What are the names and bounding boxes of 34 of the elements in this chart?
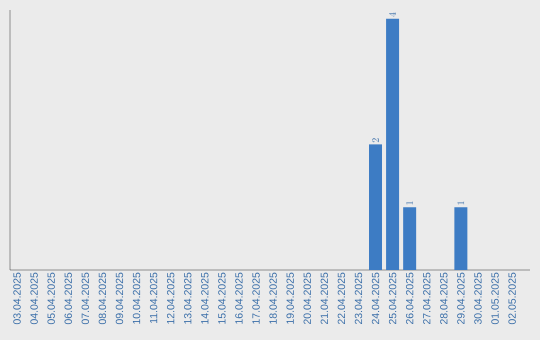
x-tick-label: 24.04.2025	[372, 272, 380, 324]
x-tick-label: 23.04.2025	[354, 272, 362, 324]
x-tick-label: 22.04.2025	[338, 272, 346, 324]
x-tick-label: 18.04.2025	[269, 272, 277, 324]
x-tick-label: 01.05.2025	[491, 272, 499, 324]
x-tick-label: 10.04.2025	[132, 272, 140, 324]
x-tick-label: 20.04.2025	[304, 272, 311, 324]
x-tick-label: 08.04.2025	[98, 272, 106, 324]
x-tick-label: 05.04.2025	[47, 272, 55, 324]
x-tick-label: 15.04.2025	[218, 272, 226, 324]
x-tick-label: 09.04.2025	[116, 272, 124, 324]
x-tick-label: 17.04.2025	[252, 272, 260, 324]
data-label: 4	[389, 12, 396, 17]
x-tick-label: 04.04.2025	[30, 272, 38, 324]
x-tick-label: 25.04.2025	[388, 272, 396, 324]
x-tick-label: 11.04.2025	[150, 272, 158, 323]
x-tick-label: 14.04.2025	[201, 272, 208, 324]
x-tick-label: 26.04.2025	[406, 272, 414, 324]
x-tick-label: 19.04.2025	[286, 272, 294, 324]
x-tick-label: 07.04.2025	[82, 272, 89, 324]
x-tick-label: 06.04.2025	[64, 272, 72, 324]
x-tick-label: 27.04.2025	[423, 272, 430, 324]
x-tick-label: 12.04.2025	[166, 272, 174, 324]
data-label: 1	[406, 201, 413, 205]
data-label: 2	[372, 138, 379, 142]
x-tick-label: 28.04.2025	[440, 272, 448, 324]
x-tick-label: 03.04.2025	[13, 272, 21, 324]
data-label: 1	[457, 201, 464, 205]
x-tick-label: 29.04.2025	[457, 272, 465, 324]
x-tick-label: 02.05.2025	[508, 272, 516, 324]
x-tick-label: 21.04.2025	[320, 272, 328, 324]
x-tick-label: 16.04.2025	[235, 272, 243, 324]
x-tick-label: 30.04.2025	[474, 272, 482, 324]
x-tick-label: 13.04.2025	[184, 272, 192, 324]
